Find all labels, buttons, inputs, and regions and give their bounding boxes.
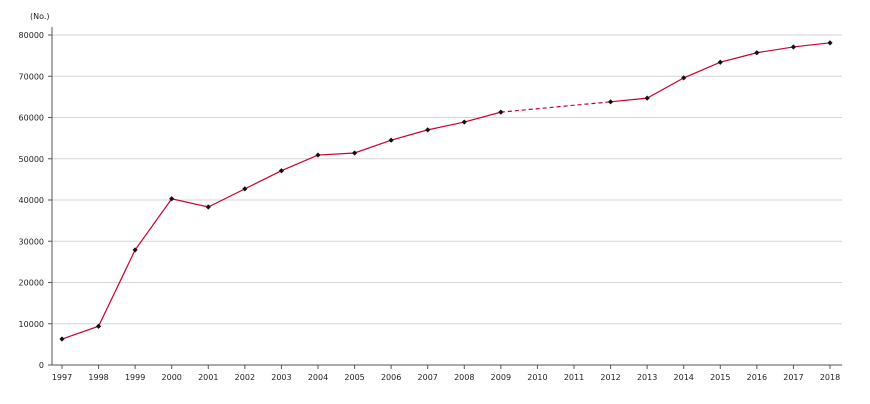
data-point: [425, 127, 431, 133]
data-point: [461, 119, 467, 125]
gridlines: [52, 34, 842, 325]
y-tick-label: 10000: [19, 320, 44, 329]
x-tick-label: 2014: [674, 373, 694, 382]
x-tick-label: 2015: [710, 373, 730, 382]
series-line-gap-dashed: [500, 101, 611, 113]
data-point: [754, 50, 760, 56]
x-tick-label: 2008: [454, 373, 474, 382]
data-point: [315, 152, 321, 158]
data-point: [59, 336, 65, 342]
data-point: [169, 196, 175, 202]
data-point: [644, 95, 650, 101]
data-points: [59, 40, 833, 342]
x-tick-label: 2005: [344, 373, 364, 382]
y-tick-label: 30000: [19, 237, 44, 246]
y-tick-label: 0: [39, 361, 44, 370]
y-tick-label: 20000: [19, 279, 44, 288]
x-tick-label: 2018: [820, 373, 840, 382]
data-point: [242, 186, 248, 192]
y-tick-label: 50000: [19, 155, 44, 164]
x-tick-label: 2007: [418, 373, 438, 382]
axes: [48, 27, 842, 369]
data-point: [351, 150, 358, 156]
series-line: [610, 42, 831, 103]
x-tick-label: 2010: [527, 373, 547, 382]
x-tick-label: 2009: [491, 373, 511, 382]
x-tick-label: 2003: [271, 373, 291, 382]
x-tick-label: 1999: [125, 373, 145, 382]
data-point: [607, 99, 614, 105]
y-tick-label: 70000: [19, 72, 44, 81]
x-tick-label: 2017: [783, 373, 803, 382]
data-point: [388, 137, 394, 143]
data-point: [827, 40, 833, 46]
data-point: [95, 323, 102, 329]
data-point: [790, 44, 797, 50]
x-tick-label: 2001: [198, 373, 218, 382]
data-point: [681, 75, 687, 81]
x-tick-label: 2002: [235, 373, 255, 382]
series-line: [61, 111, 502, 340]
data-point: [498, 109, 504, 115]
y-axis-unit-label: (No.): [30, 12, 50, 21]
y-tick-label: 60000: [19, 114, 44, 123]
series-lines: [61, 42, 831, 340]
data-point: [717, 59, 723, 65]
x-tick-label: 1998: [88, 373, 108, 382]
data-point: [132, 247, 138, 253]
x-tick-label: 1997: [52, 373, 72, 382]
x-tick-label: 2000: [162, 373, 182, 382]
tick-labels: 0 10000 20000 30000 40000 50000 60000 70000 8000…: [19, 31, 841, 382]
x-tick-label: 2011: [564, 373, 584, 382]
y-tick-label: 40000: [19, 196, 44, 205]
x-tick-label: 2016: [747, 373, 767, 382]
data-point: [278, 168, 285, 174]
x-tick-label: 2006: [381, 373, 401, 382]
x-tick-label: 2012: [600, 373, 620, 382]
data-point: [205, 204, 211, 210]
y-tick-label: 80000: [19, 31, 44, 40]
x-tick-label: 2013: [637, 373, 657, 382]
x-tick-label: 2004: [308, 373, 328, 382]
